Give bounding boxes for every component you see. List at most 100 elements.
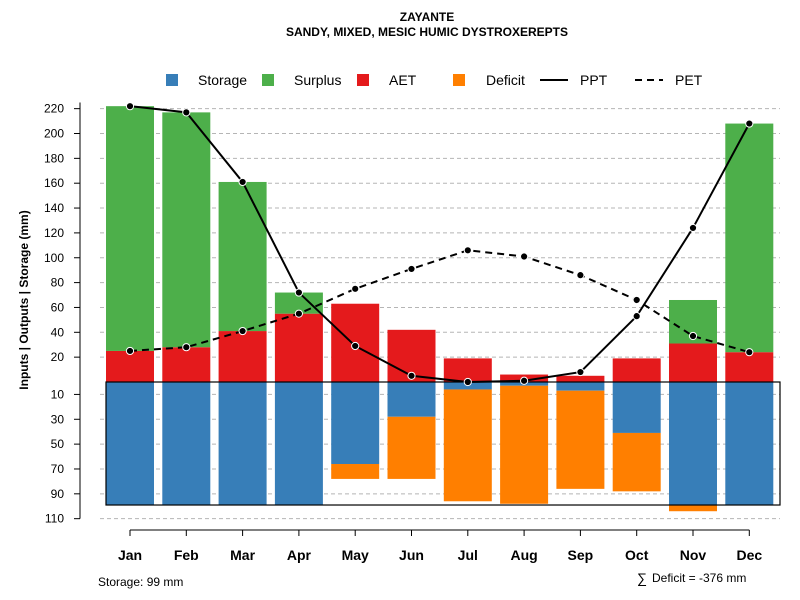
x-tick-label: Aug bbox=[510, 547, 537, 563]
x-tick-label: Dec bbox=[736, 547, 762, 563]
ppt-point bbox=[294, 288, 303, 297]
x-tick-label: May bbox=[342, 547, 369, 563]
storage-bar bbox=[612, 382, 661, 433]
chart-title: ZAYANTE bbox=[400, 10, 454, 24]
y-tick-label: 100 bbox=[44, 251, 64, 265]
ppt-point bbox=[688, 223, 698, 233]
y-tick-label: 10 bbox=[51, 387, 65, 401]
y-tick-label: 110 bbox=[45, 512, 64, 526]
ppt-point bbox=[576, 367, 585, 377]
x-tick-label: Nov bbox=[680, 547, 707, 563]
y-tick-label: 40 bbox=[51, 325, 65, 339]
legend: Storage Surplus AET Deficit PPT PET bbox=[166, 72, 703, 88]
y-tick-label: 200 bbox=[44, 127, 64, 141]
x-tick-label: Jun bbox=[399, 547, 424, 563]
x-tick-label: Jul bbox=[458, 547, 478, 563]
pet-point bbox=[576, 271, 585, 280]
y-tick-label: 160 bbox=[44, 176, 64, 190]
storage-bar bbox=[387, 382, 436, 417]
y-tick-label: 220 bbox=[44, 102, 64, 116]
x-axis: Jan Feb Mar Apr May Jun Jul Aug Sep Oct Nov Dec bbox=[118, 529, 762, 563]
aet-bar bbox=[443, 358, 492, 382]
pet-line bbox=[129, 249, 750, 354]
aet-bar bbox=[669, 343, 717, 382]
x-tick-label: Oct bbox=[625, 547, 649, 563]
x-tick-label: Apr bbox=[287, 547, 312, 563]
pet-point bbox=[520, 252, 529, 261]
upper-gridlines bbox=[100, 108, 780, 358]
storage-bar bbox=[556, 382, 605, 391]
ppt-point bbox=[238, 177, 247, 187]
storage-bar bbox=[162, 382, 211, 506]
aet-bar bbox=[556, 375, 605, 382]
chart-subtitle: SANDY, MIXED, MESIC HUMIC DYSTROXEREPTS bbox=[286, 25, 568, 39]
x-tick-label: Jan bbox=[118, 547, 142, 563]
storage-bar bbox=[218, 382, 267, 506]
storage-bar bbox=[106, 382, 154, 506]
legend-label: PPT bbox=[580, 72, 608, 88]
deficit-bar bbox=[556, 390, 605, 489]
deficit-bar bbox=[331, 464, 380, 479]
ppt-point bbox=[745, 119, 754, 128]
y-axis-label: Inputs | Outputs | Storage (mm) bbox=[17, 210, 31, 389]
series-points bbox=[125, 102, 754, 387]
x-tick-label: Feb bbox=[174, 547, 199, 563]
deficit-sum-icon: ∑ bbox=[637, 570, 647, 586]
storage-capacity-frame bbox=[105, 381, 781, 506]
ppt-point bbox=[351, 341, 360, 351]
ppt-point bbox=[125, 102, 135, 111]
legend-swatch bbox=[262, 74, 274, 86]
storage-bar bbox=[725, 382, 774, 506]
pet-point bbox=[351, 284, 360, 293]
storage-bar bbox=[669, 382, 717, 506]
storage-note: Storage: 99 mm bbox=[98, 575, 183, 589]
y-tick-label: 120 bbox=[44, 226, 64, 240]
legend-label: Surplus bbox=[294, 72, 341, 88]
deficit-bar bbox=[500, 385, 549, 504]
bars bbox=[106, 106, 774, 512]
pet-point bbox=[294, 309, 303, 318]
legend-swatch bbox=[357, 74, 369, 86]
aet-bar bbox=[612, 358, 661, 382]
y-tick-label: 60 bbox=[51, 300, 65, 314]
deficit-note: Deficit = -376 mm bbox=[652, 571, 746, 585]
pet-point bbox=[125, 346, 135, 356]
legend-label: Deficit bbox=[486, 72, 525, 88]
pet-point bbox=[688, 331, 698, 341]
surplus-bar bbox=[106, 106, 154, 351]
ppt-point bbox=[407, 371, 416, 380]
storage-bar bbox=[274, 382, 323, 506]
y-tick-label: 180 bbox=[44, 151, 64, 165]
x-tick-label: Mar bbox=[230, 547, 255, 563]
legend-label: Storage bbox=[198, 72, 247, 88]
legend-label: AET bbox=[389, 72, 417, 88]
legend-swatch bbox=[166, 74, 178, 86]
deficit-bar bbox=[387, 416, 436, 479]
pet-point bbox=[745, 348, 754, 357]
ppt-point bbox=[520, 376, 529, 385]
pet-point bbox=[407, 264, 416, 274]
ppt-point bbox=[632, 312, 641, 321]
surplus-bar bbox=[274, 292, 323, 314]
y-tick-label: 30 bbox=[51, 412, 65, 426]
legend-label: PET bbox=[675, 72, 703, 88]
pet-point bbox=[632, 295, 641, 305]
pet-point bbox=[182, 343, 191, 352]
y-tick-label: 20 bbox=[51, 350, 65, 364]
aet-bar bbox=[162, 347, 211, 382]
surplus-bar bbox=[725, 123, 774, 353]
aet-bar bbox=[106, 350, 154, 382]
ppt-point bbox=[463, 377, 472, 387]
aet-bar bbox=[274, 313, 323, 382]
deficit-bar bbox=[443, 389, 492, 502]
y-tick-label: 50 bbox=[51, 437, 65, 451]
series-lines bbox=[129, 105, 751, 384]
deficit-bar bbox=[612, 432, 661, 492]
pet-point bbox=[238, 326, 247, 336]
y-tick-label: 140 bbox=[44, 201, 64, 215]
storage-bar bbox=[331, 382, 380, 465]
aet-bar bbox=[725, 352, 774, 382]
y-tick-label: 70 bbox=[51, 462, 65, 476]
x-tick-label: Sep bbox=[568, 547, 594, 563]
legend-swatch bbox=[453, 74, 465, 86]
